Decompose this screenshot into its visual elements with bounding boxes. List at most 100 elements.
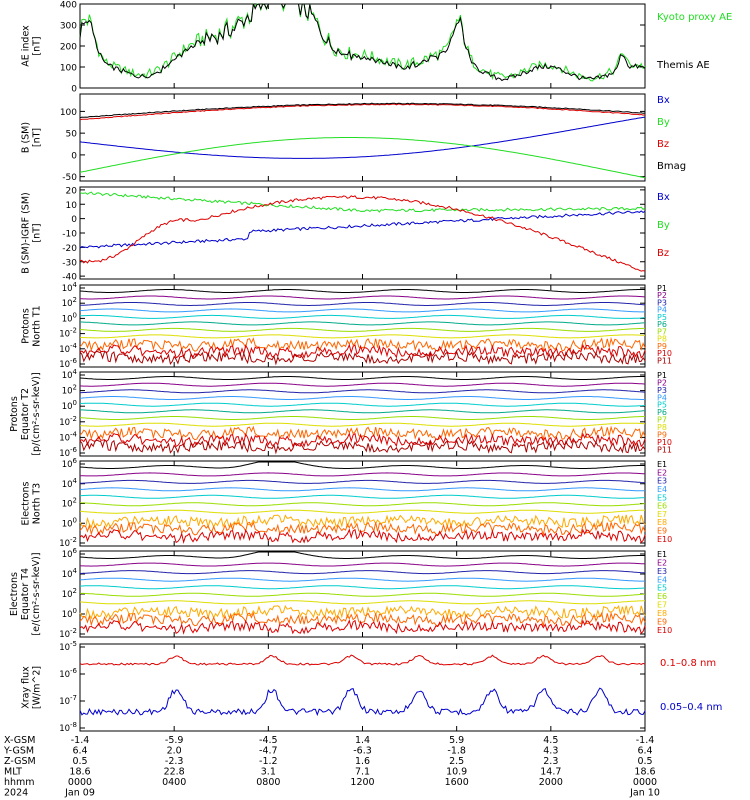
x-axis-value: -4.5 (259, 735, 278, 746)
tick-base: 10 (62, 519, 73, 529)
legend-entry: P1 (657, 371, 667, 380)
legend-entry: E10 (657, 535, 672, 544)
series-line (79, 314, 646, 319)
legend-entry: 0.1–0.8 nm (660, 658, 716, 669)
tick-base: 10 (62, 314, 73, 324)
legend-entry: E3 (657, 567, 667, 576)
series-line (79, 2, 646, 82)
series-line (79, 103, 646, 121)
legend-entry: P9 (657, 430, 667, 439)
x-axis-value: 2000 (539, 777, 563, 788)
series-line (79, 350, 646, 366)
y-tick-label: 102 (62, 587, 77, 600)
legend-entry: By (657, 220, 670, 231)
tick-exponent: 4 (73, 281, 78, 289)
legend-entry: E6 (657, 502, 667, 511)
y-axis-label-line: AE index (21, 25, 32, 67)
x-axis-value: 4.3 (543, 746, 558, 757)
series-line (79, 528, 646, 544)
series-line (79, 600, 645, 605)
series-line (79, 195, 646, 272)
tick-exponent: -2 (70, 627, 77, 635)
series-line (79, 382, 646, 387)
tick-exponent: 0 (73, 516, 77, 524)
panel-3: B (SM)-IGRF (SM)[nT] -40 -30 -20 -10 0 10 20 Bx B… (21, 186, 670, 282)
legend-entry: P6 (657, 408, 667, 417)
tick-base: 10 (59, 449, 70, 459)
tick-base: 10 (62, 570, 73, 580)
series-line (79, 487, 645, 492)
series-line (79, 295, 646, 300)
tick-base: 10 (59, 360, 70, 370)
series-line (79, 461, 645, 469)
tick-exponent: -4 (70, 342, 78, 350)
legend-entry: E4 (657, 575, 667, 584)
tick-exponent: 4 (73, 477, 78, 485)
legend-entry: Bz (657, 139, 669, 150)
legend-entry: Bx (657, 192, 670, 203)
tick-base: 10 (62, 500, 73, 510)
tick-exponent: -7 (70, 694, 77, 702)
x-axis-value: 22.8 (164, 767, 185, 778)
series-line (79, 396, 645, 400)
x-axis-value: 2.5 (449, 756, 464, 767)
x-axis-value: 18.6 (634, 767, 655, 778)
series-line (80, 302, 646, 306)
x-axis-row-label: hhmm (4, 777, 35, 788)
y-axis-label: ElectronsNorth T3 (21, 481, 43, 525)
y-tick-label: 10-8 (59, 721, 77, 734)
x-axis-value: 18.6 (69, 767, 90, 778)
series-line (79, 551, 645, 559)
series-line (79, 570, 646, 575)
legend-entry: E4 (657, 485, 667, 494)
tick-base: 10 (62, 402, 73, 412)
series-line (79, 336, 646, 352)
x-axis-value: 6.4 (637, 746, 652, 757)
y-tick-label: 10-2 (59, 327, 77, 340)
legend-entry: E9 (657, 527, 667, 536)
tick-exponent: -2 (70, 415, 77, 423)
y-tick-label: 106 (62, 457, 78, 470)
y-axis-label: B (SM)[nT] (21, 122, 43, 153)
series-line (79, 327, 645, 332)
legend-entry: By (657, 117, 670, 128)
series-line (79, 210, 646, 249)
legend-entry: E9 (657, 617, 667, 626)
x-axis-table: X-GSM -1.4 -5.9 -4.5 1.4 5.9 4.5 -1.4 Y-GSM 6.4 2.… (3, 735, 660, 799)
legend-entry: E1 (657, 550, 667, 559)
legend-entry: P8 (657, 335, 667, 344)
panel-5: ProtonsEquator T2[p/(cm²-s-sr-keV)] 10410… (9, 368, 672, 459)
tick-exponent: -6 (70, 667, 78, 675)
y-tick-label: 10 (66, 201, 78, 211)
tick-exponent: -4 (70, 430, 78, 438)
legend-entry: P11 (657, 356, 672, 365)
series-line (79, 389, 646, 394)
x-axis-row-label: Y-GSM (3, 746, 34, 757)
x-axis-value: 2.0 (167, 746, 182, 757)
x-axis-value: 0000 (68, 777, 92, 788)
tick-exponent: -2 (70, 536, 77, 544)
panel-frame (79, 643, 646, 732)
tick-base: 10 (59, 418, 70, 428)
tick-exponent: -8 (70, 721, 77, 729)
series-line (79, 562, 646, 567)
y-tick-label: 10-7 (59, 694, 77, 707)
series-line (79, 289, 645, 293)
x-axis-value: 5.9 (449, 735, 464, 746)
series-line (79, 592, 646, 597)
tick-base: 10 (62, 284, 73, 294)
series-line (79, 439, 646, 455)
tick-base: 10 (59, 330, 70, 340)
x-axis-value: Jan 10 (629, 788, 660, 799)
y-tick-label: 100 (62, 399, 77, 412)
x-axis-value: 0.5 (72, 756, 87, 767)
y-tick-label: 50 (66, 130, 78, 140)
y-tick-label: 10-2 (59, 536, 77, 549)
tick-base: 10 (62, 299, 73, 309)
legend-entry: 0.05–0.4 nm (660, 702, 722, 713)
y-tick-label: 100 (60, 108, 77, 118)
x-axis-value: 2.3 (543, 756, 558, 767)
series-line (79, 102, 646, 119)
series-line (79, 577, 646, 582)
